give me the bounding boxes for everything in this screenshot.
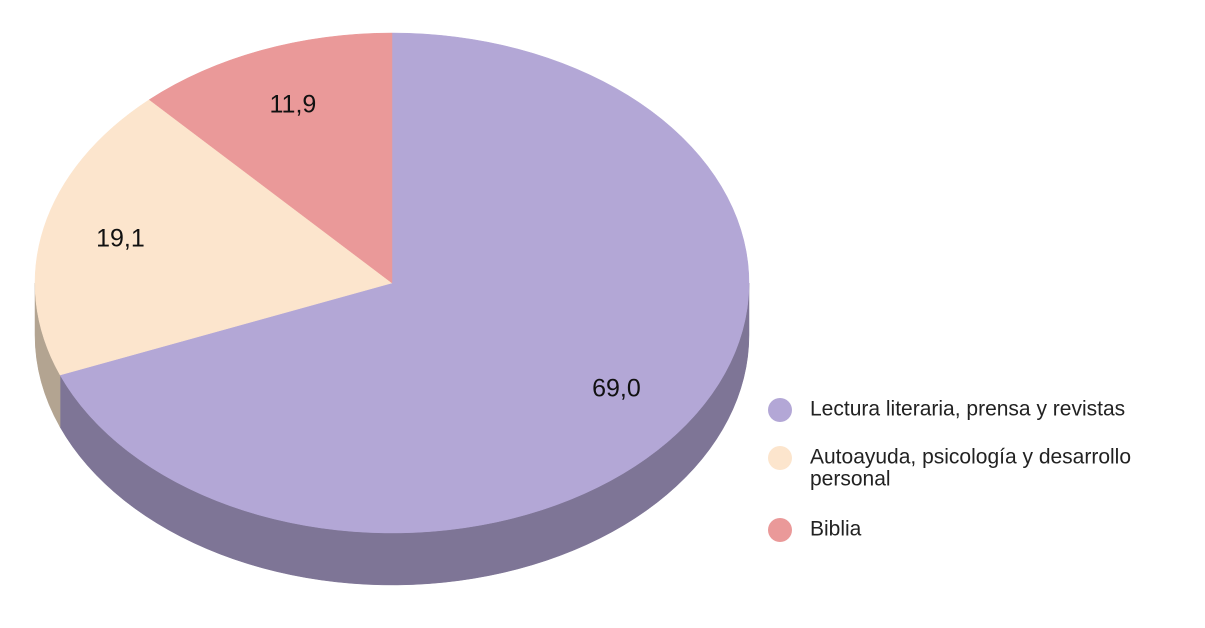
legend-label-1-0: Autoayuda, psicología y desarrollo	[810, 446, 1131, 469]
legend-swatch-2	[768, 518, 792, 542]
legend: Lectura literaria, prensa y revistas Auto…	[768, 398, 1131, 542]
legend-item-2[interactable]: Biblia	[768, 518, 862, 542]
legend-item-1[interactable]: Autoayuda, psicología y desarrolloperson…	[768, 446, 1131, 491]
pie-slice-2[interactable]	[148, 32, 393, 284]
legend-label-2-0: Biblia	[810, 518, 862, 541]
pie-slice-0[interactable]	[59, 32, 750, 534]
legend-label-1-1: personal	[810, 468, 891, 491]
legend-label-0-0: Lectura literaria, prensa y revistas	[810, 398, 1125, 421]
legend-swatch-0	[768, 398, 792, 422]
slice-labels: 69,0 19,1 11,9	[96, 91, 641, 403]
slice-value-label-1: 19,1	[96, 224, 145, 252]
legend-swatch-1	[768, 446, 792, 470]
pie-slices	[34, 32, 750, 534]
slice-value-label-0: 69,0	[592, 374, 641, 402]
slice-value-label-2: 11,9	[270, 91, 317, 119]
pie-slice-1[interactable]	[34, 99, 393, 376]
legend-item-0[interactable]: Lectura literaria, prensa y revistas	[768, 398, 1125, 422]
